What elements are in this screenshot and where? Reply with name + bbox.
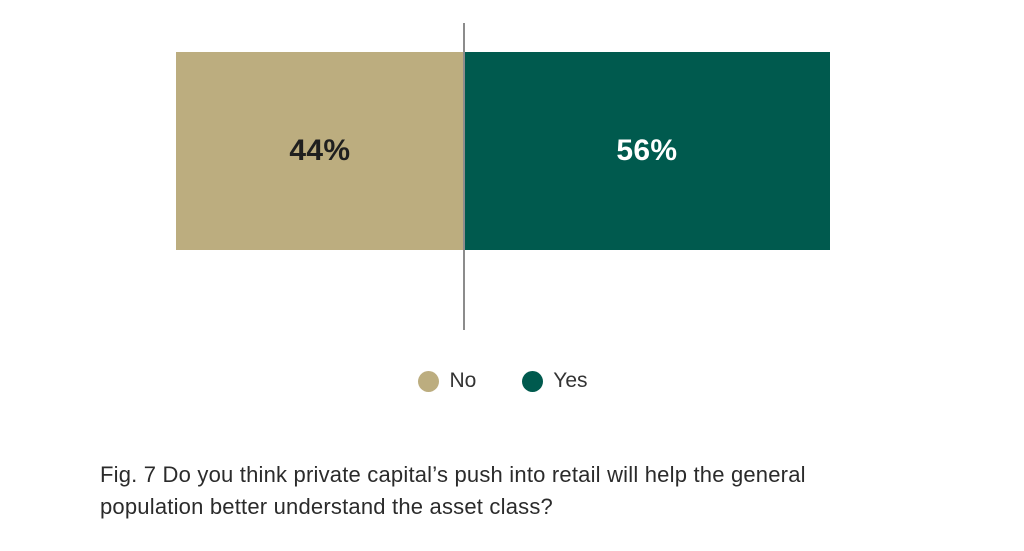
stacked-bar: 44% 56%: [176, 52, 830, 250]
legend-label-no: No: [449, 369, 477, 392]
value-label-yes: 56%: [616, 134, 678, 167]
legend: No Yes: [176, 369, 830, 393]
caption-line-1: Fig. 7 Do you think private capital’s pu…: [100, 462, 806, 487]
legend-label-yes: Yes: [553, 369, 588, 392]
bar-chart: 44% 56%: [176, 23, 830, 330]
figure-caption: Fig. 7 Do you think private capital’s pu…: [100, 459, 806, 523]
bar-segment-no: 44%: [176, 52, 464, 250]
bar-segment-yes: 56%: [463, 52, 830, 250]
caption-line-2: population better understand the asset c…: [100, 494, 553, 519]
legend-swatch-yes-icon: [522, 370, 544, 392]
center-divider-line: [462, 23, 465, 330]
legend-item-no: No: [418, 369, 476, 393]
value-label-no: 44%: [289, 134, 351, 167]
legend-swatch-no-icon: [418, 370, 440, 392]
legend-item-yes: Yes: [522, 369, 588, 393]
